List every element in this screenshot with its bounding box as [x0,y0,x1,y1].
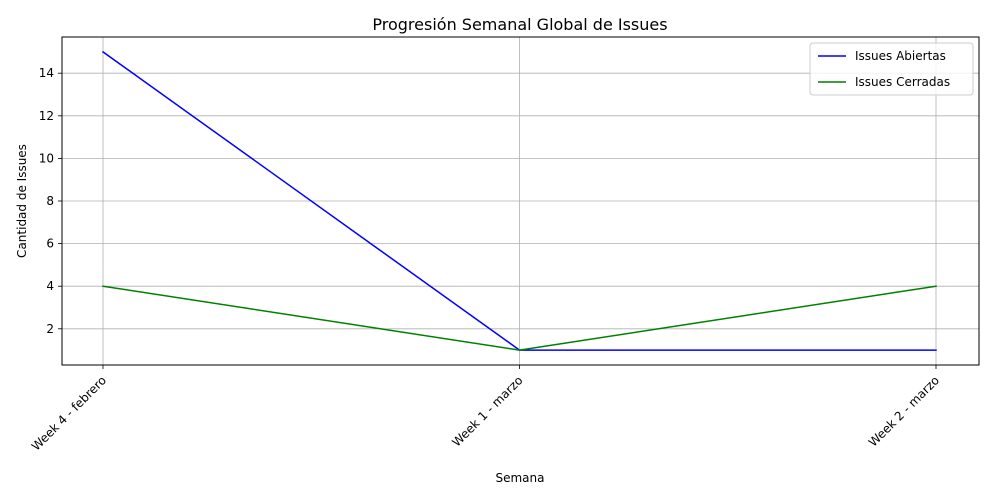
y-axis-ticks: 2 4 6 8 10 12 14 [39,66,62,336]
y-tick-label: 14 [39,66,54,80]
x-axis-ticks: Week 4 - febrero Week 1 - marzo Week 2 - m… [29,365,942,454]
y-tick-label: 12 [39,109,54,123]
y-tick-label: 10 [39,151,54,165]
chart-title: Progresión Semanal Global de Issues [372,15,667,34]
x-tick-label: Week 4 - febrero [29,373,109,453]
y-tick-label: 4 [46,279,54,293]
legend-label-issues-abiertas: Issues Abiertas [855,49,946,63]
legend: Issues Abiertas Issues Cerradas [809,42,974,96]
y-axis-label: Cantidad de Issues [15,144,29,258]
x-tick-label: Week 2 - marzo [866,373,942,449]
legend-label-issues-cerradas: Issues Cerradas [855,75,950,89]
y-tick-label: 8 [46,194,54,208]
series-line-issues-cerradas [102,285,937,351]
y-tick-label: 2 [46,322,54,336]
x-tick-label: Week 1 - marzo [449,373,525,449]
y-tick-label: 6 [46,237,54,251]
x-axis-label: Semana [495,471,544,485]
legend-box [809,42,974,96]
series-lines [101,50,937,351]
